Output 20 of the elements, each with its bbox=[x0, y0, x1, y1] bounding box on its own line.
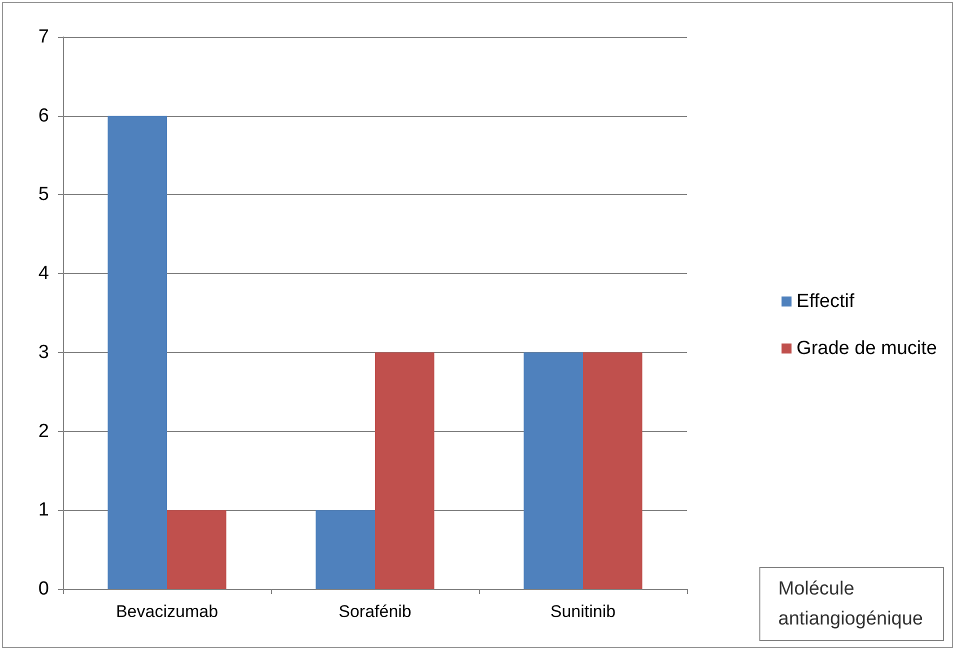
legend-label: Effectif bbox=[796, 291, 855, 312]
bar bbox=[316, 510, 375, 589]
y-tick-label: 7 bbox=[38, 26, 49, 48]
y-tick-label: 4 bbox=[38, 263, 50, 284]
bar bbox=[108, 116, 167, 589]
bar bbox=[583, 352, 642, 589]
x-tick-label: Bevacizumab bbox=[116, 602, 218, 621]
bar bbox=[524, 352, 583, 589]
legend-label: Grade de mucite bbox=[796, 338, 938, 359]
y-tick-label: 3 bbox=[38, 342, 49, 363]
bar bbox=[167, 510, 226, 589]
bar bbox=[375, 352, 434, 589]
x-tick-label: Sunitinib bbox=[550, 602, 616, 621]
y-tick-label: 1 bbox=[38, 500, 49, 521]
x-axis-title: Molécule antiangiogénique bbox=[778, 578, 924, 630]
x-tick-label: Sorafénib bbox=[338, 602, 412, 621]
y-tick-label: 6 bbox=[38, 105, 49, 126]
y-tick-label: 2 bbox=[38, 420, 49, 442]
y-tick-label: 5 bbox=[38, 184, 49, 206]
y-tick-label: 0 bbox=[38, 578, 49, 600]
